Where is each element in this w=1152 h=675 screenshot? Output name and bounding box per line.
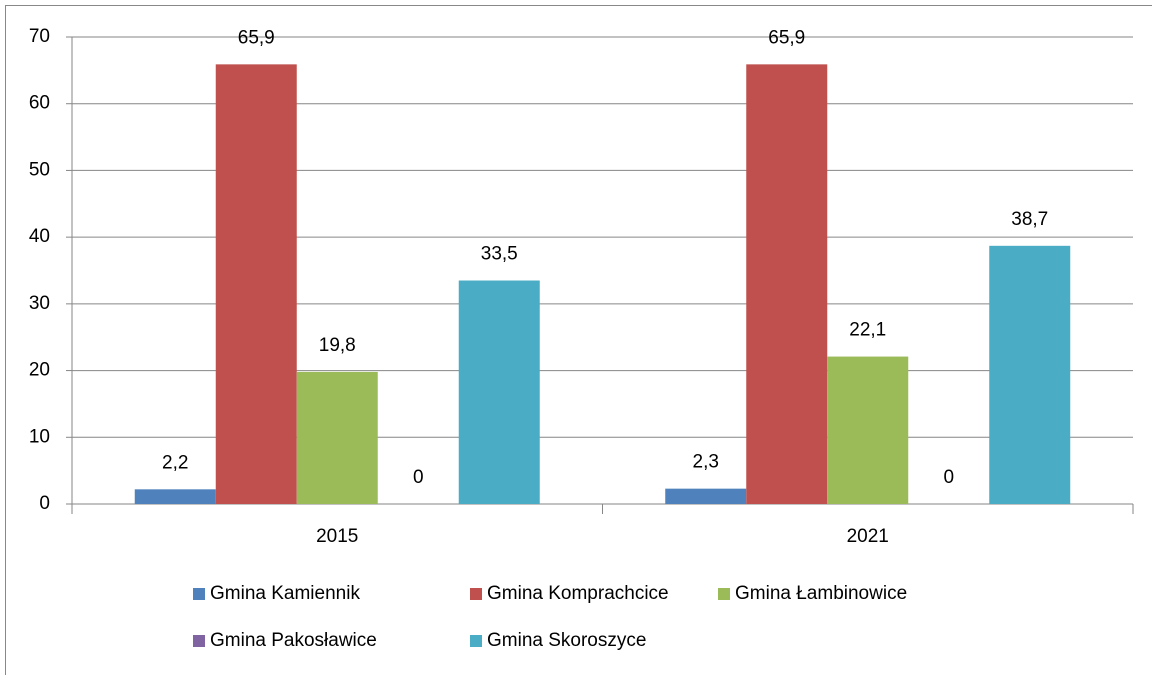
legend-label: Gmina Skoroszyce	[487, 630, 646, 651]
data-label: 65,9	[768, 27, 805, 48]
legend-label: Gmina Komprachcice	[487, 583, 669, 604]
bar	[296, 371, 378, 504]
bar	[665, 488, 747, 504]
data-label: 2,2	[162, 452, 188, 473]
data-label: 19,8	[319, 335, 356, 356]
data-label: 65,9	[238, 27, 275, 48]
legend-swatch	[718, 588, 730, 600]
x-tick-label: 2021	[847, 526, 889, 547]
legend-label: Gmina Łambinowice	[735, 583, 907, 604]
data-label: 33,5	[481, 244, 518, 265]
y-tick-label: 60	[29, 93, 50, 114]
y-tick-label: 10	[29, 426, 50, 447]
legend-swatch	[193, 588, 205, 600]
bar	[215, 64, 297, 505]
data-label: 38,7	[1011, 209, 1048, 230]
bar	[746, 64, 828, 505]
data-label: 0	[943, 467, 954, 488]
bar	[458, 280, 540, 504]
bar	[134, 489, 216, 504]
y-tick-label: 70	[29, 26, 50, 47]
legend-label: Gmina Pakosławice	[210, 630, 377, 651]
y-tick-label: 20	[29, 360, 50, 381]
legend-swatch	[470, 588, 482, 600]
y-tick-label: 50	[29, 159, 50, 180]
legend-swatch	[470, 635, 482, 647]
data-label: 0	[413, 467, 424, 488]
chart-frame	[5, 5, 1152, 675]
legend-swatch	[193, 635, 205, 647]
data-label: 2,3	[693, 452, 719, 473]
y-tick-label: 0	[39, 493, 50, 514]
y-tick-label: 30	[29, 293, 50, 314]
data-label: 22,1	[849, 320, 886, 341]
bar	[827, 356, 909, 504]
legend-label: Gmina Kamiennik	[210, 583, 360, 604]
y-tick-label: 40	[29, 226, 50, 247]
bar	[989, 245, 1071, 504]
x-tick-label: 2015	[316, 526, 358, 547]
